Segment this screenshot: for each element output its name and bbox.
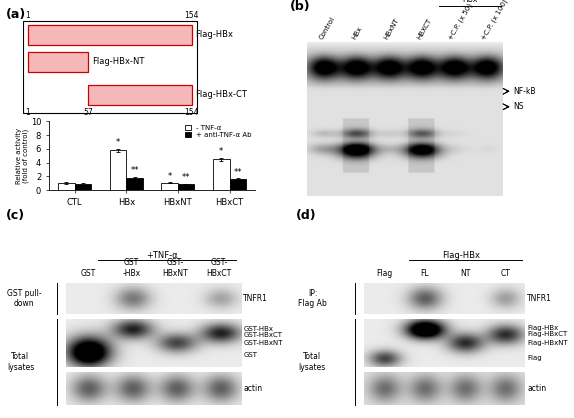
Text: Flag-HBx: Flag-HBx (195, 30, 234, 39)
Text: Flag-HBx: Flag-HBx (528, 325, 559, 331)
Text: Flag-HBx-NT: Flag-HBx-NT (92, 57, 145, 66)
Text: Flag-HBxNT: Flag-HBxNT (528, 340, 568, 346)
Text: *: * (116, 138, 120, 148)
Legend: - TNF-α, + anti-TNF-α Ab: - TNF-α, + anti-TNF-α Ab (185, 125, 252, 138)
Text: Flag: Flag (377, 268, 393, 278)
Text: Total
lysates: Total lysates (7, 352, 34, 372)
Bar (110, 150, 126, 190)
Text: Flag-HBx: Flag-HBx (442, 251, 480, 260)
Bar (230, 179, 246, 190)
Text: GST
-HBx: GST -HBx (123, 258, 141, 278)
Text: GST: GST (243, 352, 257, 358)
Text: GST-HBxNT: GST-HBxNT (243, 340, 283, 346)
Text: (d): (d) (296, 209, 316, 222)
Text: GST: GST (80, 268, 95, 278)
Text: HBxNT: HBxNT (383, 18, 400, 41)
Text: (a): (a) (6, 8, 26, 21)
Text: **: ** (130, 166, 139, 176)
Text: *: * (168, 171, 172, 181)
Text: FL: FL (420, 268, 429, 278)
Text: TNFR1: TNFR1 (528, 294, 552, 303)
Text: GST-
HBxNT: GST- HBxNT (162, 258, 188, 278)
Text: Flag-HBx-CT: Flag-HBx-CT (195, 90, 247, 99)
Text: CT: CT (500, 268, 510, 278)
Text: **: ** (234, 168, 242, 177)
Text: HBx: HBx (462, 0, 478, 4)
Text: GST pull-
down: GST pull- down (7, 288, 41, 308)
Text: +C.P. (x 50): +C.P. (x 50) (448, 2, 474, 41)
Text: +C.P. (x 100): +C.P. (x 100) (480, 0, 509, 41)
Text: **: ** (182, 173, 191, 182)
Bar (178, 184, 195, 190)
Text: actin: actin (243, 384, 262, 393)
Text: GST-
HBxCT: GST- HBxCT (207, 258, 232, 278)
Y-axis label: Relative activity
(fold of control): Relative activity (fold of control) (15, 127, 29, 184)
Bar (28, 52, 88, 72)
Text: 154: 154 (184, 11, 199, 20)
Text: 1: 1 (25, 11, 30, 20)
Text: actin: actin (528, 384, 546, 393)
Text: *: * (219, 148, 223, 156)
Text: (b): (b) (290, 0, 311, 13)
Bar (28, 25, 192, 45)
Text: Flag-HBxCT: Flag-HBxCT (528, 331, 568, 337)
Bar (213, 159, 230, 190)
Text: Flag: Flag (528, 355, 542, 361)
Text: HBXCT: HBXCT (416, 18, 433, 41)
Text: 154: 154 (184, 108, 199, 117)
Text: HBx: HBx (351, 26, 363, 41)
Text: IP:
Flag Ab: IP: Flag Ab (298, 288, 327, 308)
Text: Control: Control (318, 16, 336, 41)
Bar (75, 184, 91, 190)
Bar (126, 178, 143, 190)
Text: NF-kB: NF-kB (514, 87, 536, 96)
Text: 1: 1 (25, 108, 30, 117)
Bar (88, 85, 192, 105)
Text: NT: NT (460, 268, 470, 278)
Bar (161, 183, 178, 190)
Bar (23, 21, 196, 113)
Text: GST-HBxCT: GST-HBxCT (243, 332, 282, 338)
Text: NS: NS (514, 102, 524, 111)
Text: 57: 57 (84, 108, 94, 117)
Text: GST-HBx: GST-HBx (243, 326, 273, 331)
Text: (c): (c) (6, 209, 25, 222)
Bar (58, 183, 75, 190)
Text: Total
lysates: Total lysates (298, 352, 325, 372)
Text: +TNF-α: +TNF-α (146, 251, 178, 260)
Text: TNFR1: TNFR1 (243, 294, 268, 303)
